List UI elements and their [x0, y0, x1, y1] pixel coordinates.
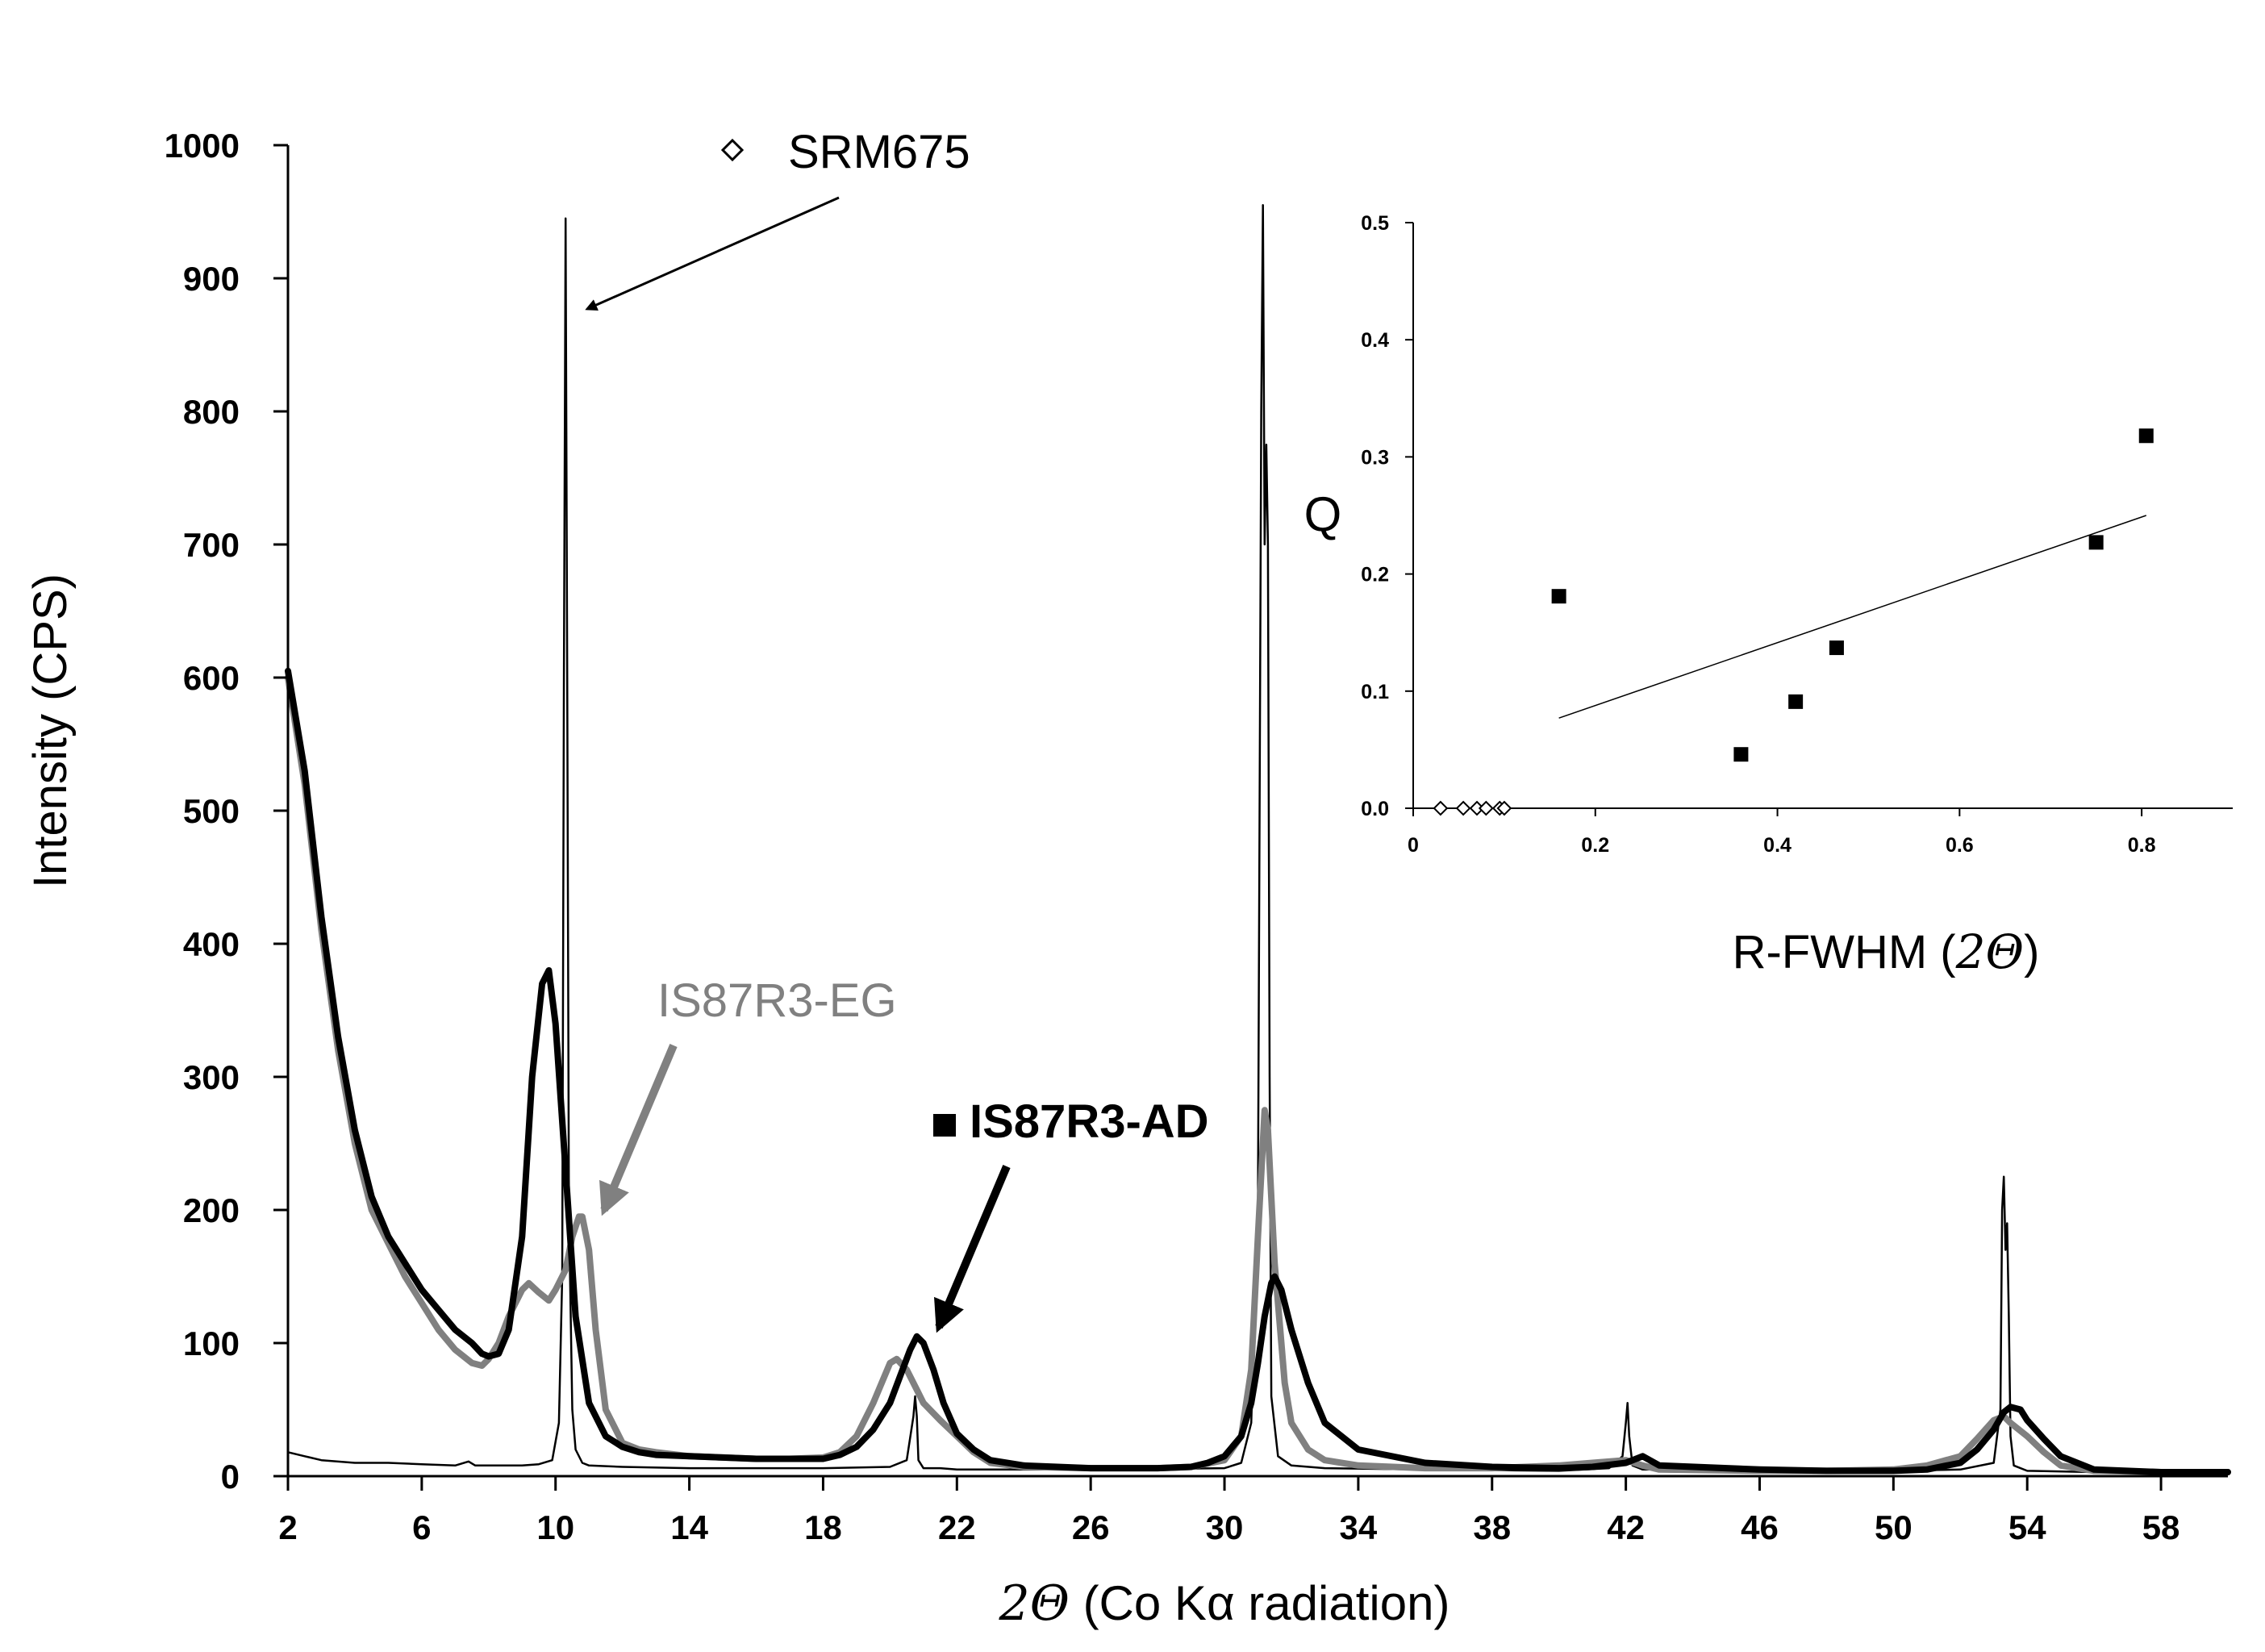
is87r3-eg-arrow — [599, 1044, 678, 1216]
x-tick-label: 46 — [1741, 1508, 1779, 1546]
x-tick-label: 10 — [536, 1508, 574, 1546]
inset-q-vs-rfwhm: 0 0.2 0.4 0.6 0.8 0.0 0.1 0.2 0.3 0.4 0.5 Q R-FWH… — [1304, 212, 2233, 979]
x-tick-label: 54 — [2008, 1508, 2046, 1546]
inset-point-srm675 — [1433, 800, 1449, 816]
inset-x-axis-symbol: 2Θ — [1955, 924, 2024, 979]
x-tick-label: 2 — [278, 1508, 297, 1546]
x-tick-label: 30 — [1206, 1508, 1244, 1546]
is87r3-ad-label: IS87R3-AD — [970, 1095, 1209, 1148]
main-y-tick-labels: 0 100 200 300 400 500 600 700 800 900 1000 — [165, 127, 288, 1496]
x-tick-label: 14 — [670, 1508, 708, 1546]
inset-x-axis-title: R-FWHM (2Θ) — [1733, 924, 2040, 979]
y-tick-label: 200 — [183, 1191, 240, 1229]
series-line-is87r3-ad — [285, 667, 2231, 1475]
y-tick-label: 600 — [183, 659, 240, 697]
inset-x-tick-labels: 0 0.2 0.4 0.6 0.8 — [1408, 808, 2156, 857]
y-tick-label: 500 — [183, 792, 240, 830]
inset-point-is87r3-ad — [2088, 535, 2104, 550]
x-tick-label: 18 — [804, 1508, 842, 1546]
inset-point-srm675 — [1455, 800, 1471, 816]
annotation-srm675: SRM675 — [585, 126, 970, 311]
y-tick-label: 300 — [183, 1058, 240, 1096]
inset-y-tick-label: 0.2 — [1361, 564, 1389, 586]
y-tick-label: 1000 — [165, 127, 240, 165]
x-axis-symbol: 2Θ — [999, 1575, 1070, 1632]
inset-y-tick-labels: 0.0 0.1 0.2 0.3 0.4 0.5 — [1361, 212, 1413, 820]
annotation-is87r3-ad: IS87R3-AD — [933, 1095, 1209, 1333]
inset-x-tick-label: 0.2 — [1581, 834, 1609, 857]
open-diamond-icon — [720, 138, 745, 162]
is87r3-eg-label: IS87R3-EG — [657, 974, 897, 1027]
inset-y-axis-title: Q — [1304, 487, 1342, 541]
inset-x-axis-prefix: R-FWHM ( — [1733, 926, 1956, 978]
x-tick-label: 58 — [2142, 1508, 2180, 1546]
x-tick-label: 50 — [1875, 1508, 1913, 1546]
x-axis-title: 2Θ (Co Kα radiation) — [999, 1575, 1450, 1632]
inset-axes — [1412, 223, 2233, 809]
main-diffractogram: 2 6 10 14 18 22 26 30 34 38 42 46 50 54 58 01002003004… — [24, 126, 2231, 1632]
x-tick-label: 42 — [1607, 1508, 1645, 1546]
x-tick-label: 38 — [1473, 1508, 1511, 1546]
inset-x-tick-label: 0.8 — [2128, 834, 2156, 857]
inset-y-tick-label: 0.0 — [1361, 798, 1389, 820]
inset-x-tick-label: 0.4 — [1763, 834, 1792, 857]
inset-point-is87r3-ad — [1829, 640, 1844, 656]
inset-point-is87r3-ad — [1788, 694, 1804, 709]
y-tick-label: 900 — [183, 260, 240, 298]
x-axis-unit: (Co Kα radiation) — [1070, 1576, 1450, 1630]
srm675-arrow — [585, 196, 840, 311]
x-tick-label: 26 — [1072, 1508, 1110, 1546]
x-tick-label: 34 — [1340, 1508, 1378, 1546]
inset-x-axis-suffix: ) — [2024, 926, 2039, 978]
inset-points — [1433, 428, 2154, 816]
inset-point-srm675 — [1496, 800, 1512, 816]
inset-x-tick-label: 0.6 — [1946, 834, 1974, 857]
inset-point-is87r3-ad — [2138, 428, 2154, 444]
inset-y-tick-label: 0.4 — [1361, 329, 1389, 352]
filled-square-icon — [933, 1114, 956, 1137]
x-tick-label: 22 — [938, 1508, 976, 1546]
inset-point-srm675 — [1478, 800, 1494, 816]
main-x-tick-labels: 2 6 10 14 18 22 26 30 34 38 42 46 50 54 58 — [278, 1476, 2179, 1546]
inset-trendline — [1558, 515, 2147, 719]
inset-y-tick-label: 0.1 — [1361, 681, 1389, 703]
x-tick-label: 6 — [412, 1508, 431, 1546]
inset-point-is87r3-ad — [1551, 589, 1566, 604]
inset-y-tick-label: 0.5 — [1361, 212, 1389, 235]
inset-y-tick-label: 0.3 — [1361, 446, 1389, 469]
y-tick-label: 700 — [183, 526, 240, 564]
srm675-label: SRM675 — [788, 126, 970, 178]
y-axis-title: Intensity (CPS) — [24, 574, 77, 888]
inset-point-is87r3-ad — [1733, 747, 1749, 762]
inset-x-tick-label: 0 — [1408, 834, 1419, 857]
y-tick-label: 400 — [183, 925, 240, 963]
y-tick-label: 100 — [183, 1325, 240, 1362]
y-tick-label: 0 — [221, 1458, 240, 1496]
main-series-group — [285, 204, 2231, 1475]
is87r3-ad-arrow — [934, 1165, 1011, 1333]
y-tick-label: 800 — [183, 393, 240, 431]
annotation-is87r3-eg: IS87R3-EG — [599, 974, 897, 1216]
